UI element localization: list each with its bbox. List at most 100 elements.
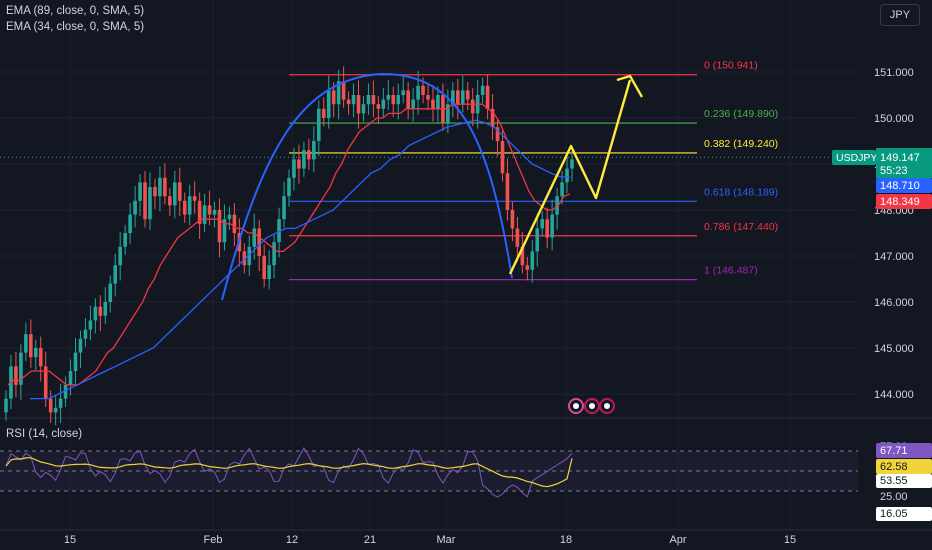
fib-retracement: 0 (150.941) 0.236 (149.890) 0.382 (149.240… xyxy=(289,60,778,281)
candle-body xyxy=(113,265,118,284)
fib-level-label: 1 (146.487) xyxy=(704,265,758,277)
ema34-line xyxy=(7,103,571,386)
time-tick-label: Apr xyxy=(669,534,686,546)
candle-body xyxy=(4,398,8,413)
candle-body xyxy=(292,159,296,178)
candle-body xyxy=(118,246,122,266)
time-tick-label: 15 xyxy=(64,534,76,546)
candle-body xyxy=(128,214,132,233)
candle-body xyxy=(371,95,376,105)
candle-body xyxy=(282,196,286,220)
rsi-legend[interactable]: RSI (14, close) xyxy=(6,428,83,440)
rsi-low-badge xyxy=(876,507,932,521)
price-tick-label: 145.000 xyxy=(874,343,914,355)
currency-button[interactable]: JPY xyxy=(880,4,920,26)
rsi-tick-label: 25.00 xyxy=(880,491,908,503)
candle-body xyxy=(431,99,435,109)
candle-body xyxy=(217,210,222,243)
candle-body xyxy=(346,99,351,105)
fib-level-label: 0 (150.941) xyxy=(704,60,758,72)
candle-body xyxy=(356,95,361,114)
rsi-mid-badge-text: 53.55 xyxy=(880,475,908,487)
rsi-badge xyxy=(876,443,932,458)
time-tick-label: 18 xyxy=(560,534,572,546)
candle-body xyxy=(401,90,405,95)
candle-body xyxy=(138,182,142,201)
last-price-badge xyxy=(876,148,932,178)
price-axis: 151.000150.000149.000148.000147.000146.0… xyxy=(832,67,932,521)
time-tick-label: Feb xyxy=(204,534,223,546)
candle-body xyxy=(351,95,356,105)
rsi-line xyxy=(5,447,573,498)
ema-lines xyxy=(7,103,571,400)
candle-body xyxy=(98,306,103,316)
candle-body xyxy=(555,196,559,215)
candle-body xyxy=(197,200,202,224)
candle-body xyxy=(470,99,475,114)
candle-body xyxy=(63,384,68,399)
candle-body xyxy=(570,159,574,169)
candle-body xyxy=(192,196,197,201)
candle-body xyxy=(272,242,276,266)
candle-body xyxy=(510,210,515,229)
candle-body xyxy=(505,173,510,210)
ema89-legend[interactable]: EMA (89, close, 0, SMA, 5) xyxy=(6,5,145,17)
time-tick-label: 15 xyxy=(784,534,796,546)
candle-body xyxy=(525,265,530,270)
candle-body xyxy=(545,219,549,238)
candle-body xyxy=(227,214,232,220)
candle-body xyxy=(341,81,346,100)
candle-body xyxy=(451,90,455,105)
price-tick-label: 144.000 xyxy=(874,389,914,401)
candle-body xyxy=(38,348,43,367)
candle-body xyxy=(73,352,78,371)
candle-body xyxy=(460,90,465,105)
fib-level-label: 0.618 (148.189) xyxy=(704,186,778,198)
candle-body xyxy=(490,108,495,128)
candle-body xyxy=(515,228,520,247)
candle-body xyxy=(83,329,88,339)
candle-body xyxy=(307,150,311,160)
candle-body xyxy=(321,108,326,118)
candle-body xyxy=(29,334,33,358)
candle-body xyxy=(252,228,257,247)
candle-body xyxy=(19,352,23,385)
rsi-ma-badge xyxy=(876,459,932,474)
rsi-low-badge-text: 16.05 xyxy=(880,508,908,520)
candle-body xyxy=(287,177,291,197)
candle-body xyxy=(53,407,58,413)
price-tick-label: 150.000 xyxy=(874,113,914,125)
candle-body xyxy=(143,182,147,220)
candle-body xyxy=(495,127,500,141)
candle-body xyxy=(550,214,554,238)
candle-body xyxy=(148,187,152,220)
candle-body xyxy=(456,90,460,105)
ema89-badge-text: 148.710 xyxy=(880,180,920,192)
event-marker-dot xyxy=(573,403,579,409)
candle-body xyxy=(376,104,381,109)
candle-body xyxy=(212,210,217,215)
candle-body xyxy=(207,205,212,215)
rsi-mid-badge xyxy=(876,474,932,488)
candle-body xyxy=(436,95,440,109)
candle-body xyxy=(361,104,366,114)
candle-body xyxy=(485,85,490,109)
candles xyxy=(4,66,574,426)
candle-body xyxy=(421,85,425,95)
candle-body xyxy=(326,90,331,118)
ema34-legend[interactable]: EMA (34, close, 0, SMA, 5) xyxy=(6,21,145,33)
candle-body xyxy=(297,159,301,169)
rsi-ma-line xyxy=(5,457,573,488)
candle-body xyxy=(88,320,93,330)
event-marker-dot xyxy=(604,403,610,409)
candle-body xyxy=(24,334,28,353)
candle-body xyxy=(316,108,321,141)
candle-body xyxy=(267,265,271,279)
candle-body xyxy=(391,95,396,105)
candle-body xyxy=(331,90,336,105)
rsi-pane xyxy=(0,447,858,498)
candle-body xyxy=(336,81,341,105)
candle-body xyxy=(446,104,450,123)
candle-body xyxy=(108,283,113,302)
